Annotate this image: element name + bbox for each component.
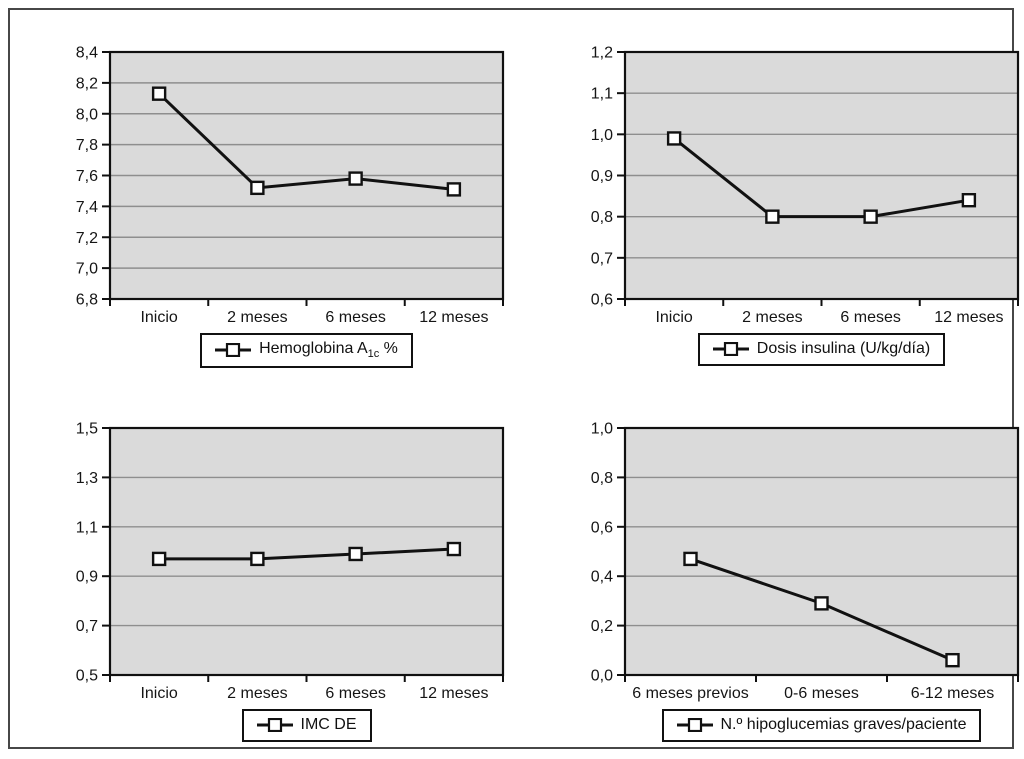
- plot-area-hipoglucemias: 0,0 0,2 0,4 0,6 0,8 1,0 6 meses previos 0-6 mes…: [575, 412, 1024, 704]
- x-category-label: 12 meses: [934, 309, 1003, 326]
- y-tick-label: 7,6: [76, 168, 98, 185]
- line-chart-canvas: 0,6 0,7 0,8 0,9 1,0 1,1 1,2 Inicio 2 meses 6 mese…: [591, 45, 1020, 326]
- y-tick-label: 1,2: [591, 45, 613, 62]
- y-tick-label: 6,8: [76, 292, 98, 309]
- x-category-label: 2 meses: [227, 685, 287, 702]
- data-point-marker: [151, 551, 167, 567]
- legend-label: IMC DE: [300, 716, 357, 733]
- y-tick-label: 0,8: [591, 470, 613, 487]
- y-tick-label: 7,4: [76, 199, 98, 216]
- series-line: [158, 92, 455, 191]
- y-tick-label: 0,6: [591, 292, 613, 309]
- data-point-marker: [765, 209, 780, 224]
- legend-box: IMC DE: [241, 709, 372, 742]
- x-category-label: 12 meses: [419, 685, 488, 702]
- y-tick-label: 0,5: [76, 668, 98, 685]
- x-category-label: Inicio: [140, 685, 177, 702]
- data-point-marker: [961, 192, 977, 208]
- chart-dosis-insulina: 0,6 0,7 0,8 0,9 1,0 1,1 1,2 Inicio 2 meses 6 mese…: [575, 36, 1024, 381]
- series-marker-icon: [676, 717, 713, 732]
- x-category-label: 6 meses previos: [632, 685, 749, 702]
- y-tick-label: 0,4: [591, 569, 613, 586]
- y-tick-label: 8,0: [76, 106, 98, 123]
- data-point-marker: [250, 551, 265, 567]
- y-tick-label: 0,8: [591, 209, 613, 226]
- plot-area-imc-de: 0,5 0,7 0,9 1,1 1,3 1,5 Inicio 2 meses 6 meses 12…: [60, 412, 540, 704]
- y-tick-label: 8,4: [76, 45, 98, 62]
- x-category-label: Inicio: [140, 309, 177, 326]
- legend-label: Hemoglobina A1c %: [259, 340, 398, 361]
- x-category-label: 6 meses: [325, 309, 385, 326]
- chart-hipoglucemias-graves: 0,0 0,2 0,4 0,6 0,8 1,0 6 meses previos 0-6 mes…: [575, 412, 1024, 757]
- plot-area-hemoglobina: 6,8 7,0 7,2 7,4 7,6 7,8 8,0 8,2 8,4 Inicio 2 meses…: [60, 36, 540, 328]
- y-tick-label: 0,2: [591, 618, 613, 635]
- legend-label: N.º hipoglucemias graves/paciente: [720, 716, 967, 733]
- data-point-marker: [348, 546, 363, 562]
- data-point-marker: [814, 596, 829, 611]
- series-line: [159, 547, 454, 561]
- series-marker-icon: [712, 341, 749, 356]
- y-tick-label: 7,2: [76, 230, 98, 247]
- x-category-label: 2 meses: [742, 309, 802, 326]
- chart-hemoglobina-a1c: 6,8 7,0 7,2 7,4 7,6 7,8 8,0 8,2 8,4 Inicio 2 meses…: [60, 36, 540, 381]
- legend-box: N.º hipoglucemias graves/paciente: [661, 709, 982, 742]
- y-tick-label: 8,2: [76, 75, 98, 92]
- y-tick-label: 7,8: [76, 137, 98, 154]
- x-category-label: 6-12 meses: [911, 685, 995, 702]
- legend-row: IMC DE: [110, 709, 503, 742]
- legend-label: Dosis insulina (U/kg/día): [756, 340, 931, 357]
- legend-row: N.º hipoglucemias graves/paciente: [625, 709, 1018, 742]
- chart-imc-de: 0,5 0,7 0,9 1,1 1,3 1,5 Inicio 2 meses 6 meses 12…: [60, 412, 540, 757]
- data-point-marker: [446, 541, 462, 557]
- series-line: [673, 137, 970, 219]
- y-tick-label: 7,0: [76, 261, 98, 278]
- legend-row: Hemoglobina A1c %: [110, 333, 503, 369]
- y-tick-label: 1,5: [76, 421, 98, 438]
- line-chart-canvas: 0,0 0,2 0,4 0,6 0,8 1,0 6 meses previos 0-6 mes…: [591, 421, 1020, 702]
- y-tick-label: 0,9: [591, 168, 613, 185]
- y-tick-label: 1,0: [591, 127, 613, 144]
- x-category-label: 12 meses: [419, 309, 488, 326]
- x-category-label: 2 meses: [227, 309, 287, 326]
- series-marker-icon: [256, 717, 293, 732]
- data-point-marker: [446, 182, 462, 197]
- data-point-marker: [863, 209, 878, 224]
- y-tick-label: 0,0: [591, 668, 613, 685]
- data-point-marker: [151, 86, 167, 101]
- legend-box: Hemoglobina A1c %: [200, 333, 413, 369]
- y-tick-label: 0,9: [76, 569, 98, 586]
- line-chart-canvas: 0,5 0,7 0,9 1,1 1,3 1,5 Inicio 2 meses 6 meses 12…: [76, 421, 505, 702]
- y-tick-label: 1,1: [591, 86, 613, 103]
- data-point-marker: [683, 551, 698, 567]
- plot-area-dosis-insulina: 0,6 0,7 0,8 0,9 1,0 1,1 1,2 Inicio 2 meses 6 mese…: [575, 36, 1024, 328]
- x-category-label: 0-6 meses: [784, 685, 859, 702]
- legend-row: Dosis insulina (U/kg/día): [625, 333, 1018, 366]
- y-tick-label: 0,7: [76, 618, 98, 635]
- y-tick-label: 1,3: [76, 470, 98, 487]
- y-tick-label: 1,1: [76, 519, 98, 536]
- data-point-marker: [348, 171, 363, 186]
- x-category-label: Inicio: [655, 309, 692, 326]
- y-tick-label: 0,6: [591, 519, 613, 536]
- series-marker-icon: [215, 343, 252, 358]
- y-tick-label: 1,0: [591, 421, 613, 438]
- x-category-label: 6 meses: [840, 309, 900, 326]
- y-tick-label: 0,7: [591, 250, 613, 267]
- data-point-marker: [945, 652, 960, 668]
- line-chart-canvas: 6,8 7,0 7,2 7,4 7,6 7,8 8,0 8,2 8,4 Inicio 2 meses…: [76, 45, 505, 326]
- data-point-marker: [250, 180, 265, 196]
- x-category-label: 6 meses: [325, 685, 385, 702]
- legend-box: Dosis insulina (U/kg/día): [697, 333, 946, 366]
- data-point-marker: [666, 131, 682, 146]
